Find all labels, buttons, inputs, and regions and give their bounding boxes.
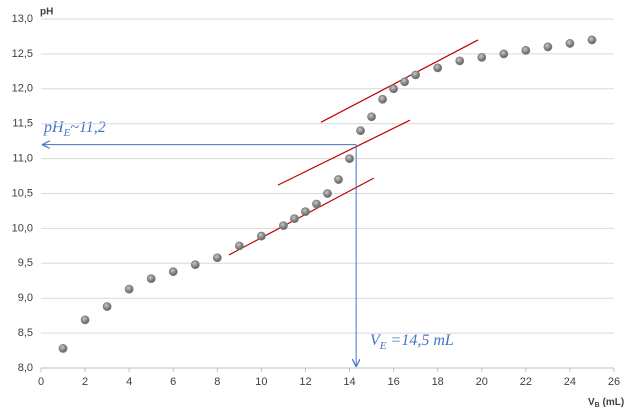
x-tick-label: 10 xyxy=(255,376,267,388)
data-point xyxy=(290,214,299,224)
data-point xyxy=(102,302,112,311)
y-axis-label: pH xyxy=(40,7,53,18)
x-tick-label: 22 xyxy=(520,376,532,388)
x-axis-label-main: V xyxy=(588,397,595,408)
data-point xyxy=(334,175,343,184)
tangent-line xyxy=(277,119,411,186)
ph-annotation: pHE~11,2 xyxy=(43,119,106,139)
data-point xyxy=(168,267,178,277)
x-tick-label: 0 xyxy=(38,376,44,388)
y-tick-label: 8,5 xyxy=(18,327,33,339)
data-point xyxy=(58,344,68,353)
x-tick-label: 24 xyxy=(564,376,576,388)
data-point xyxy=(477,52,487,62)
x-axis-label-sub: B xyxy=(595,402,600,409)
data-point xyxy=(212,253,222,263)
data-point xyxy=(389,84,399,94)
x-tick-label: 16 xyxy=(387,376,399,388)
x-tick-label: 14 xyxy=(343,376,355,388)
data-point xyxy=(543,42,553,52)
x-tick-label: 2 xyxy=(82,376,88,388)
ve-annotation: VE =14,5 mL xyxy=(370,332,454,352)
data-point xyxy=(378,94,387,104)
y-tick-label: 11,0 xyxy=(12,153,33,165)
data-point xyxy=(400,77,410,87)
tangent-line xyxy=(228,177,375,256)
data-point xyxy=(587,35,597,45)
y-tick-label: 9,5 xyxy=(18,257,33,269)
data-point xyxy=(234,241,244,251)
data-point xyxy=(146,274,156,284)
ph-sub: E xyxy=(63,127,71,139)
y-tick-label: 8,0 xyxy=(18,362,33,374)
ph-main: pH xyxy=(43,119,65,136)
data-point xyxy=(521,46,531,55)
data-point xyxy=(312,199,321,209)
data-point xyxy=(367,112,376,122)
y-tick-label: 11,5 xyxy=(12,118,33,130)
data-point xyxy=(345,154,354,164)
x-tick-label: 4 xyxy=(126,376,132,388)
ph-rest: ~11,2 xyxy=(70,119,105,136)
x-tick-label: 26 xyxy=(608,376,620,388)
x-tick-label: 12 xyxy=(299,376,311,388)
x-tick-label: 8 xyxy=(214,376,220,388)
y-tick-label: 13,0 xyxy=(12,13,33,25)
data-point xyxy=(455,56,465,66)
x-tick-label: 6 xyxy=(170,376,176,388)
data-point xyxy=(256,231,266,241)
data-point xyxy=(190,260,200,270)
data-point xyxy=(124,284,134,294)
x-axis-label: VB (mL) xyxy=(588,397,624,409)
y-tick-label: 9,0 xyxy=(18,292,33,304)
data-point xyxy=(356,126,365,136)
data-point xyxy=(499,49,509,59)
data-point xyxy=(279,221,288,231)
ve-main: V xyxy=(370,332,382,349)
data-point xyxy=(433,63,443,73)
x-tick-label: 18 xyxy=(432,376,444,388)
y-tick-label: 10,0 xyxy=(12,222,33,234)
x-tick-label: 20 xyxy=(476,376,488,388)
tangent-line xyxy=(320,39,479,123)
y-tick-label: 12,0 xyxy=(12,83,33,95)
data-point xyxy=(565,39,575,48)
y-tick-label: 10,5 xyxy=(12,187,33,199)
data-point xyxy=(323,189,332,198)
y-tick-label: 12,5 xyxy=(12,48,33,60)
data-point xyxy=(411,70,421,80)
ve-rest: =14,5 mL xyxy=(387,332,454,349)
data-point xyxy=(301,207,310,217)
x-axis-label-rest: (mL) xyxy=(600,397,624,408)
ve-sub: E xyxy=(379,340,387,352)
data-point xyxy=(80,315,90,325)
